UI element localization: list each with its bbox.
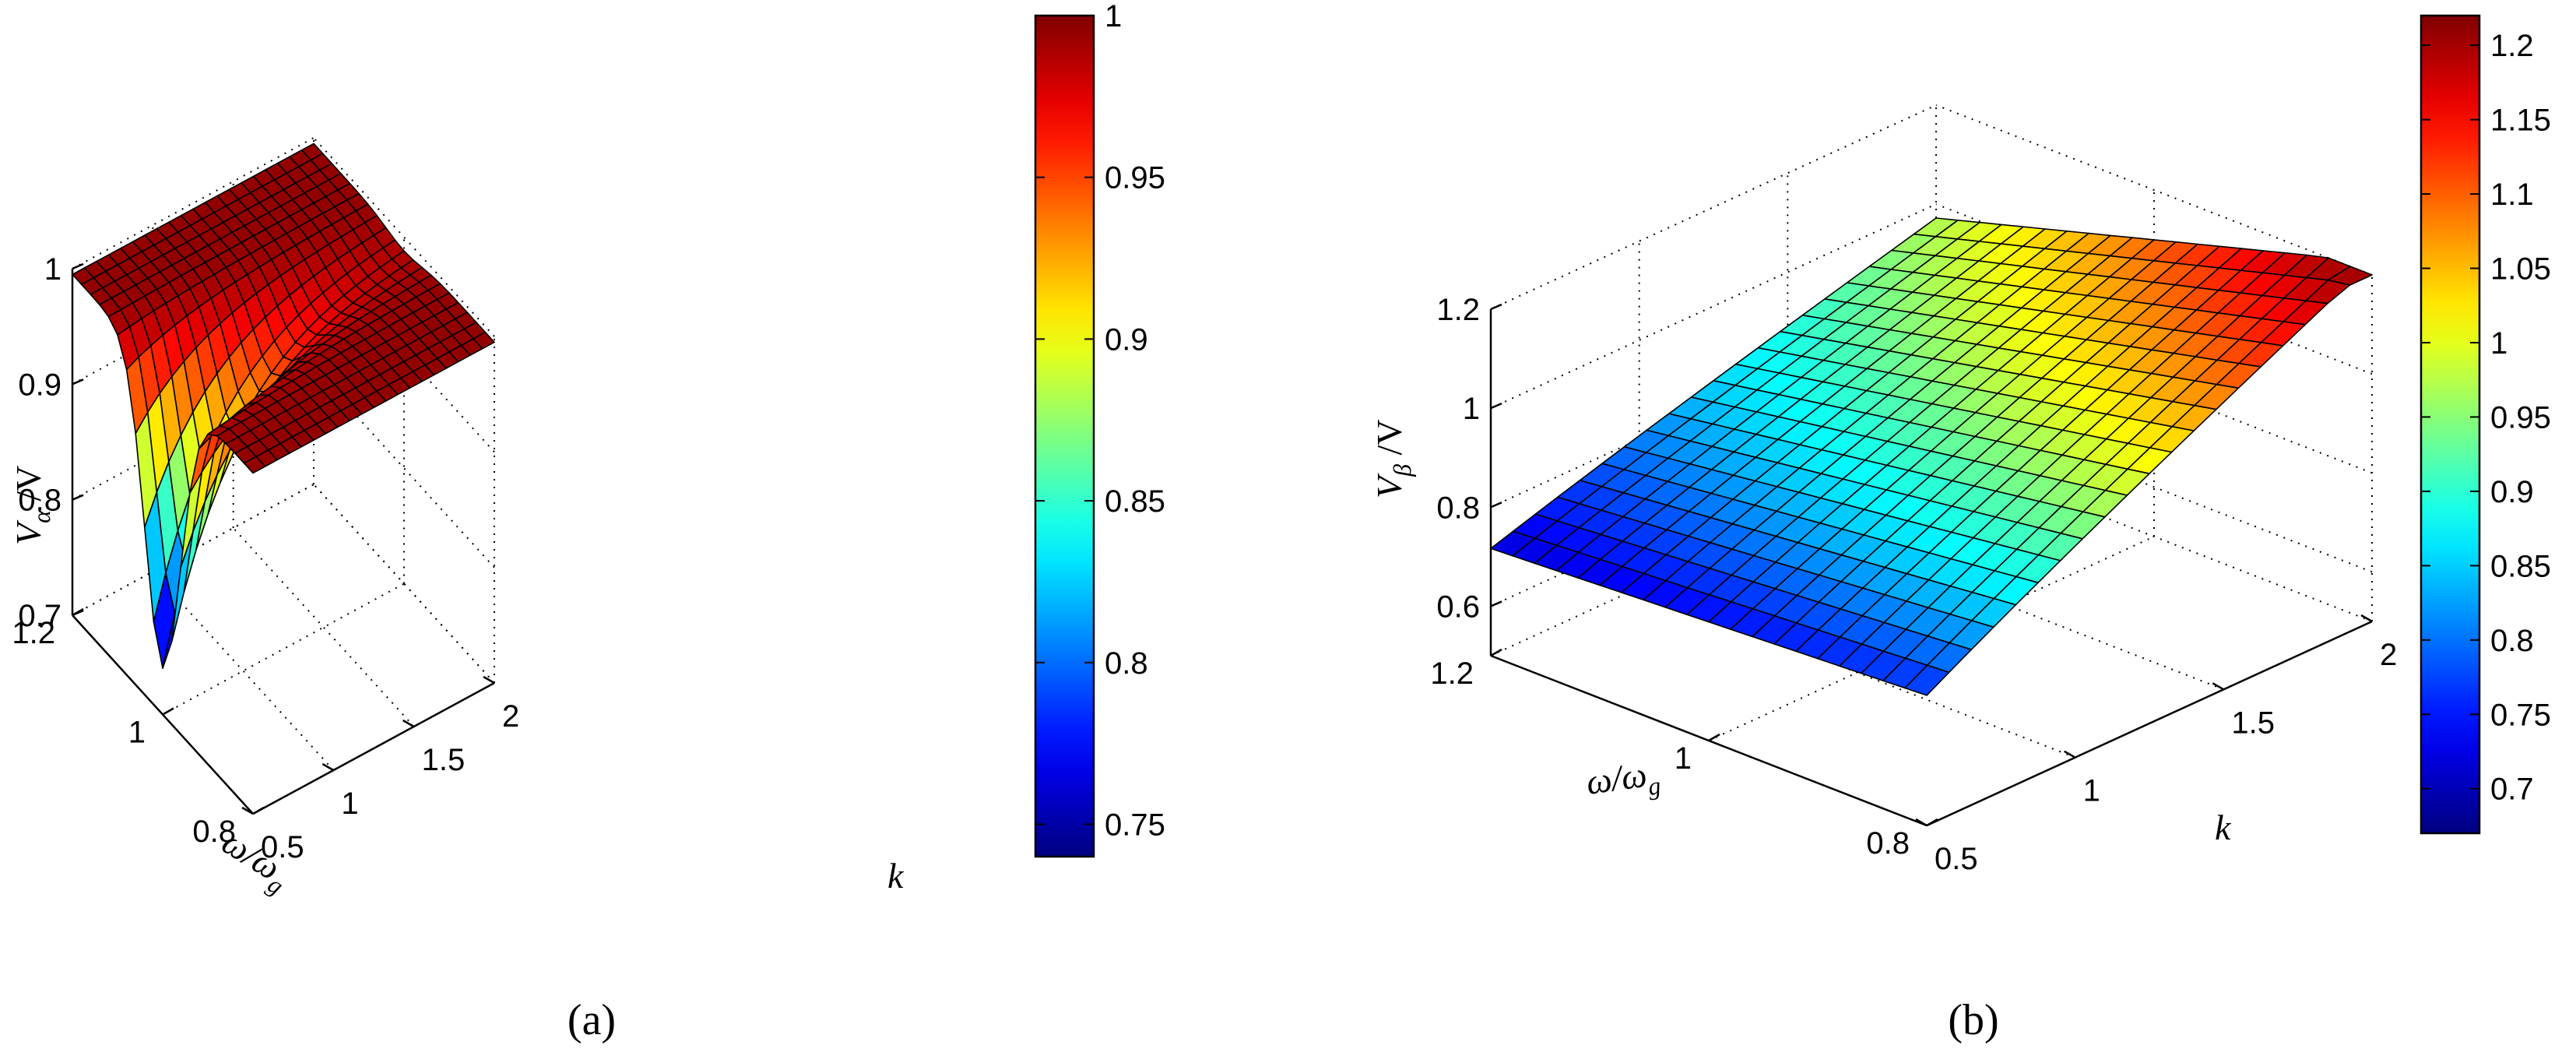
z-tick [72,378,84,385]
colorbar-tick-label: 0.95 [1105,161,1165,195]
tick-label: 0.9 [18,368,62,402]
y-tick [402,719,415,728]
panel-b: 0.6 0.8 1 1.2 0.8 1 1.2 0.5 1 1.5 2 Vβ /V ω/ωg k 0… [1369,14,2551,1044]
panel-b-x-axis-label: ω/ωg [1583,752,1662,808]
colorbar-tick-label: 0.75 [1105,808,1165,842]
colorbar-tick-label: 1.15 [2490,104,2551,138]
colorbar-tick-label: 1 [2490,326,2507,361]
tick-label: 1 [2083,774,2100,808]
gridline [232,527,415,727]
panel-a-z-axis-label: Vα /V [9,466,55,545]
y-axis-line [252,681,495,815]
y-tick [2064,750,2076,759]
panel-b-y-axis-label: k [2215,808,2232,847]
tick-label: 0.8 [1866,826,1910,861]
y-axis-line [1926,620,2373,827]
colorbar-tick-label: 0.9 [2490,475,2534,509]
z-tick [1490,502,1502,509]
y-tick [322,762,334,772]
panel-b-surface [1490,217,2373,696]
tick-label: 0.8 [1436,491,1480,525]
colorbar-gradient [1034,14,1095,858]
panel-b-z-axis-label: Vβ /V [1369,419,1416,498]
colorbar-tick-label: 0.7 [2490,773,2534,807]
tick-label: 0.8 [18,484,62,518]
x-tick [72,607,84,617]
panel-a-surface [72,143,495,670]
colorbar-tick-label: 1.05 [2490,252,2551,287]
tick-label: 0.5 [261,830,304,864]
x-tick [1490,648,1502,657]
tick-label: 1 [128,716,146,750]
panel-a-caption: (a) [568,996,616,1044]
colorbar-gradient [2420,14,2481,835]
y-tick [241,806,254,815]
y-tick [2212,682,2224,691]
z-tick [72,262,84,270]
panel-b-colorbar: 0.7 0.75 0.8 0.85 0.9 0.95 1 1.05 1.1 1.15 1.2 [2420,14,2551,835]
gridline [162,583,405,716]
z-tick [1490,402,1502,410]
colorbar-tick-label: 0.95 [2490,400,2551,435]
tick-label: 0.6 [1436,590,1480,624]
tick-label: 1.2 [1430,656,1474,691]
panel-a-axes [71,262,495,815]
panel-a-tick-labels: 0.7 0.8 0.9 1 0.8 1 1.2 0.5 1 1.5 2 [12,252,519,864]
tick-label: 0.5 [1935,842,1978,876]
y-tick [1915,818,1928,827]
tick-label: 1 [1463,392,1480,426]
panel-b-caption: (b) [1948,996,1998,1044]
colorbar-tick-label: 0.8 [2490,624,2534,658]
panel-b-tick-labels: 0.6 0.8 1 1.2 0.8 1 1.2 0.5 1 1.5 2 [1430,293,2397,876]
tick-label: 1 [341,787,358,821]
gridline [1935,104,2373,276]
colorbar-tick-label: 1 [1105,0,1122,33]
tick-label: 1.2 [1436,293,1480,327]
colorbar-tick-label: 0.85 [1105,484,1165,519]
panel-a: 0.70.80.910.811.20.511.52 Vα /V ω/ωg k 0… [9,0,1165,1044]
colorbar-tick-label: 0.75 [2490,698,2551,732]
panel-a-y-axis-label: k [887,856,905,896]
y-tick [2360,614,2373,623]
x-tick [162,707,174,716]
colorbar-tick-label: 1.2 [2490,29,2534,63]
x-tick [252,806,265,815]
tick-label: 1.2 [12,616,55,650]
surface-patch [243,456,266,474]
panel-b-axes [1489,303,2373,827]
x-tick [1708,733,1720,742]
z-tick [1490,303,1502,311]
tick-label: 2 [2380,638,2397,672]
surface-patch [1904,664,1950,696]
y-tick [483,675,495,685]
colorbar-tick-label: 0.9 [1105,322,1148,357]
tick-label: 1 [44,252,62,287]
z-tick [72,494,84,501]
tick-label: 1.5 [422,743,466,777]
colorbar-tick-label: 0.8 [1105,646,1148,681]
tick-label: 2 [502,699,519,734]
colorbar-tick-label: 0.85 [2490,549,2551,583]
tick-label: 1 [1675,741,1692,776]
x-tick [1926,818,1938,827]
tick-label: 0.7 [18,599,62,633]
colorbar-tick-label: 1.1 [2490,178,2534,212]
panel-a-colorbar: 0.75 0.8 0.85 0.9 0.95 1 [1034,0,1165,858]
z-tick [1490,600,1502,607]
tick-label: 1.5 [2231,706,2275,740]
tick-label: 0.8 [192,815,236,849]
